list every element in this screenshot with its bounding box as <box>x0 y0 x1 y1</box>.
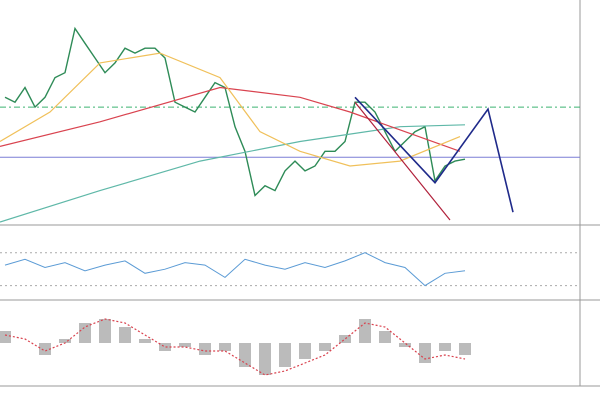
histogram-bar <box>79 323 91 343</box>
histogram-bar <box>299 343 311 359</box>
histogram-bar <box>159 343 171 351</box>
histogram-bar <box>419 343 431 363</box>
histogram-bar <box>219 343 231 351</box>
histogram-bar <box>179 343 191 347</box>
histogram-bar <box>399 343 411 347</box>
histogram-bar <box>59 339 71 343</box>
series-line <box>354 96 514 213</box>
histogram-bar <box>119 327 131 343</box>
histogram-bar <box>239 343 251 367</box>
histogram-bar <box>279 343 291 367</box>
histogram-bar <box>99 319 111 343</box>
histogram-bar <box>339 335 351 343</box>
series-line <box>4 252 466 287</box>
histogram-bar <box>0 331 11 343</box>
signal-line <box>4 318 466 376</box>
histogram-bar <box>439 343 451 351</box>
histogram-bar <box>319 343 331 351</box>
series-line <box>0 52 461 167</box>
histogram-bar <box>259 343 271 375</box>
series-line <box>4 26 466 197</box>
histogram-bar <box>139 339 151 343</box>
histogram-bar <box>199 343 211 355</box>
series-line <box>354 101 451 221</box>
series-line <box>0 124 466 223</box>
histogram-bar <box>459 343 471 355</box>
histogram-bar <box>39 343 51 355</box>
histogram-bar <box>379 331 391 343</box>
